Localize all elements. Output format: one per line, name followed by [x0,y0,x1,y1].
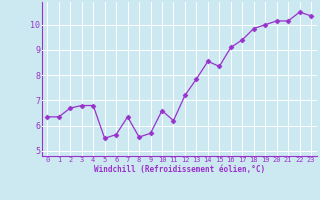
X-axis label: Windchill (Refroidissement éolien,°C): Windchill (Refroidissement éolien,°C) [94,165,265,174]
